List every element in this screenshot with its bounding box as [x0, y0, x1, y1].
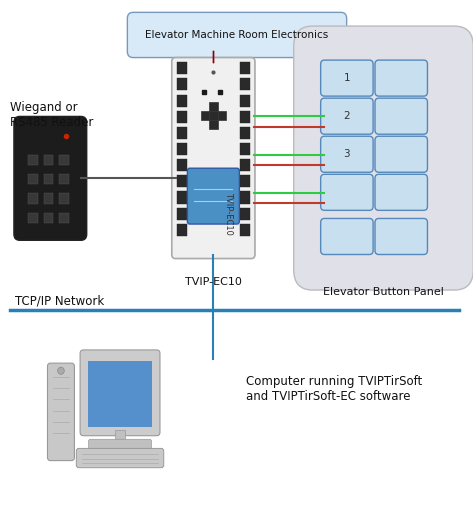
Bar: [176, 175, 187, 187]
FancyBboxPatch shape: [320, 136, 373, 172]
Bar: [240, 110, 250, 123]
Text: TVIP-EC10: TVIP-EC10: [185, 277, 242, 288]
Bar: [240, 78, 250, 91]
Bar: [176, 62, 187, 74]
Bar: [44, 155, 53, 165]
Text: TCP/IP Network: TCP/IP Network: [15, 295, 104, 308]
FancyBboxPatch shape: [375, 136, 428, 172]
FancyBboxPatch shape: [375, 218, 428, 254]
Bar: [240, 143, 250, 155]
Text: Elevator Machine Room Electronics: Elevator Machine Room Electronics: [146, 30, 328, 40]
FancyBboxPatch shape: [375, 174, 428, 210]
Bar: [176, 110, 187, 123]
Bar: [28, 155, 37, 165]
Bar: [240, 159, 250, 171]
Bar: [28, 213, 37, 223]
Bar: [240, 175, 250, 187]
Text: TVIP-EC10: TVIP-EC10: [224, 192, 233, 235]
FancyBboxPatch shape: [320, 60, 373, 96]
Bar: [28, 193, 37, 204]
FancyBboxPatch shape: [172, 58, 255, 259]
Bar: [176, 143, 187, 155]
Bar: [176, 191, 187, 204]
Bar: [240, 127, 250, 139]
Bar: [176, 159, 187, 171]
FancyBboxPatch shape: [76, 448, 164, 468]
Bar: [176, 208, 187, 220]
Bar: [176, 127, 187, 139]
Bar: [44, 174, 53, 184]
FancyBboxPatch shape: [320, 98, 373, 134]
FancyBboxPatch shape: [320, 174, 373, 210]
Bar: [115, 430, 125, 445]
FancyBboxPatch shape: [375, 98, 428, 134]
Bar: [240, 208, 250, 220]
FancyBboxPatch shape: [128, 12, 346, 58]
Bar: [209, 120, 218, 129]
Bar: [240, 224, 250, 236]
Bar: [240, 95, 250, 106]
Bar: [176, 95, 187, 106]
FancyBboxPatch shape: [375, 60, 428, 96]
Bar: [209, 102, 218, 111]
FancyBboxPatch shape: [14, 117, 87, 240]
Bar: [59, 174, 69, 184]
Bar: [201, 111, 209, 120]
Bar: [176, 224, 187, 236]
Bar: [28, 174, 37, 184]
Bar: [59, 213, 69, 223]
Text: Wiegand or
RS485 Reader: Wiegand or RS485 Reader: [10, 101, 93, 129]
Bar: [240, 191, 250, 204]
Bar: [218, 111, 226, 120]
FancyBboxPatch shape: [89, 439, 152, 455]
Text: 1: 1: [344, 73, 350, 83]
Bar: [44, 213, 53, 223]
Bar: [176, 78, 187, 91]
FancyBboxPatch shape: [80, 350, 160, 436]
FancyBboxPatch shape: [187, 168, 239, 224]
Bar: [44, 193, 53, 204]
Text: 3: 3: [344, 149, 350, 159]
FancyBboxPatch shape: [294, 26, 474, 290]
Bar: [59, 155, 69, 165]
Bar: [240, 62, 250, 74]
Text: 2: 2: [344, 111, 350, 121]
Circle shape: [58, 367, 64, 374]
Bar: [59, 193, 69, 204]
FancyBboxPatch shape: [47, 363, 74, 461]
Bar: [209, 111, 218, 120]
Text: Computer running TVIPTirSoft
and TVIPTirSoft-EC software: Computer running TVIPTirSoft and TVIPTir…: [246, 375, 423, 403]
FancyBboxPatch shape: [320, 218, 373, 254]
Text: Elevator Button Panel: Elevator Button Panel: [323, 288, 444, 297]
Bar: [88, 361, 152, 427]
